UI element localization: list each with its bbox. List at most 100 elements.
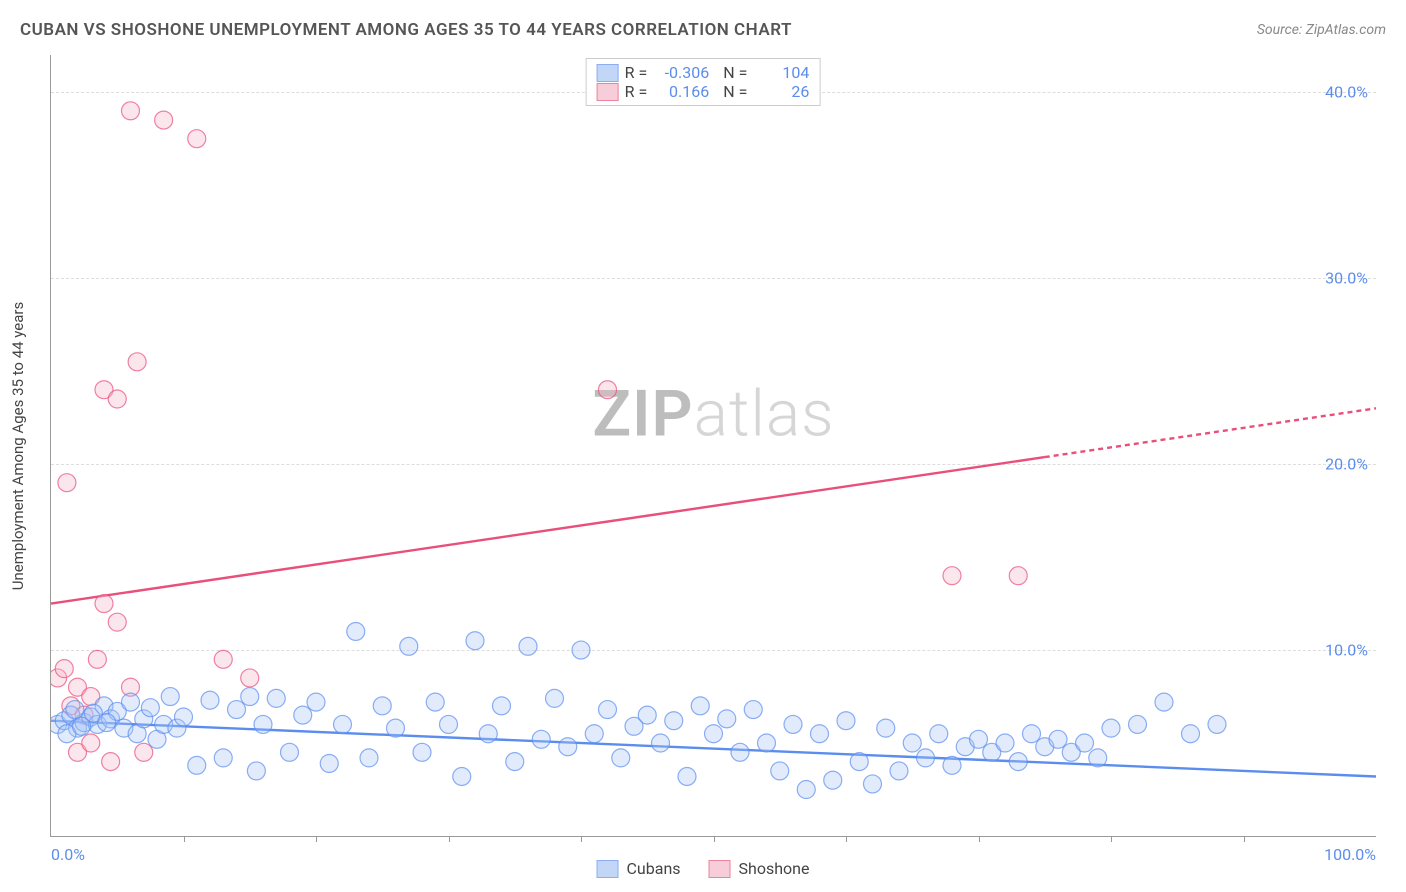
x-tick-mark — [316, 836, 317, 842]
legend-item-cubans: Cubans — [597, 859, 681, 878]
legend-swatch-cubans — [597, 860, 619, 878]
data-point-shoshone — [88, 650, 106, 668]
data-point-shoshone — [108, 390, 126, 408]
data-point-cubans — [559, 738, 577, 756]
stats-n-value-cubans: 104 — [753, 63, 809, 82]
data-point-cubans — [930, 725, 948, 743]
data-point-cubans — [678, 768, 696, 786]
data-point-cubans — [850, 753, 868, 771]
data-point-shoshone — [82, 734, 100, 752]
x-tick-mark — [184, 836, 185, 842]
legend-label-shoshone: Shoshone — [739, 859, 810, 878]
data-point-shoshone — [155, 111, 173, 129]
data-point-cubans — [122, 693, 140, 711]
legend-swatch-shoshone — [597, 83, 619, 101]
legend-item-shoshone: Shoshone — [709, 859, 810, 878]
scatter-svg — [51, 55, 1376, 836]
data-point-shoshone — [128, 353, 146, 371]
data-point-cubans — [771, 762, 789, 780]
plot-area: ZIPatlas 10.0%20.0%30.0%40.0%0.0%100.0% — [50, 55, 1376, 837]
legend-label-cubans: Cubans — [627, 859, 681, 878]
data-point-shoshone — [214, 650, 232, 668]
data-point-cubans — [1023, 725, 1041, 743]
data-point-cubans — [837, 712, 855, 730]
data-point-cubans — [294, 706, 312, 724]
data-point-cubans — [334, 715, 352, 733]
data-point-cubans — [638, 706, 656, 724]
data-point-cubans — [247, 762, 265, 780]
data-point-cubans — [824, 771, 842, 789]
stats-r-value-shoshone: 0.166 — [653, 82, 709, 101]
data-point-cubans — [214, 749, 232, 767]
data-point-cubans — [665, 712, 683, 730]
data-point-cubans — [400, 637, 418, 655]
data-point-shoshone — [58, 474, 76, 492]
data-point-cubans — [784, 715, 802, 733]
legend-swatch-cubans — [597, 64, 619, 82]
data-point-shoshone — [135, 743, 153, 761]
data-point-cubans — [758, 734, 776, 752]
legend-swatch-shoshone — [709, 860, 731, 878]
data-point-shoshone — [241, 669, 259, 687]
stats-r-label: R = — [625, 63, 648, 82]
data-point-cubans — [141, 699, 159, 717]
data-point-cubans — [307, 693, 325, 711]
data-point-shoshone — [943, 567, 961, 585]
data-point-cubans — [585, 725, 603, 743]
data-point-cubans — [466, 632, 484, 650]
data-point-cubans — [281, 743, 299, 761]
data-point-cubans — [652, 734, 670, 752]
data-point-shoshone — [108, 613, 126, 631]
regression-line-shoshone — [51, 457, 1045, 603]
data-point-cubans — [599, 701, 617, 719]
data-point-cubans — [1102, 719, 1120, 737]
data-point-shoshone — [188, 130, 206, 148]
y-axis-label: Unemployment Among Ages 35 to 44 years — [9, 302, 27, 590]
data-point-cubans — [320, 754, 338, 772]
data-point-shoshone — [102, 753, 120, 771]
data-point-cubans — [718, 710, 736, 728]
data-point-cubans — [970, 730, 988, 748]
data-point-cubans — [387, 719, 405, 737]
data-point-cubans — [1009, 753, 1027, 771]
data-point-cubans — [241, 688, 259, 706]
data-point-cubans — [996, 734, 1014, 752]
source-attribution: Source: ZipAtlas.com — [1257, 22, 1386, 38]
data-point-cubans — [440, 715, 458, 733]
data-point-cubans — [797, 781, 815, 799]
data-point-cubans — [1129, 715, 1147, 733]
data-point-shoshone — [95, 595, 113, 613]
data-point-cubans — [1155, 693, 1173, 711]
data-point-cubans — [254, 715, 272, 733]
data-point-cubans — [373, 697, 391, 715]
x-tick-mark — [581, 836, 582, 842]
data-point-cubans — [1208, 715, 1226, 733]
data-point-cubans — [864, 775, 882, 793]
stats-n-label: N = — [723, 82, 747, 101]
stats-r-value-cubans: -0.306 — [653, 63, 709, 82]
x-tick-mark — [714, 836, 715, 842]
data-point-cubans — [1089, 749, 1107, 767]
series-legend: Cubans Shoshone — [597, 859, 810, 878]
data-point-cubans — [98, 714, 116, 732]
data-point-cubans — [360, 749, 378, 767]
x-tick-label-max: 100.0% — [1324, 845, 1376, 864]
data-point-shoshone — [599, 381, 617, 399]
data-point-cubans — [811, 725, 829, 743]
x-tick-mark — [846, 836, 847, 842]
data-point-cubans — [493, 697, 511, 715]
stats-row-cubans: R = -0.306 N = 104 — [597, 63, 810, 82]
x-tick-mark — [1111, 836, 1112, 842]
data-point-shoshone — [122, 102, 140, 120]
x-tick-label-min: 0.0% — [51, 845, 85, 864]
data-point-cubans — [479, 725, 497, 743]
data-point-cubans — [1076, 734, 1094, 752]
stats-n-value-shoshone: 26 — [753, 82, 809, 101]
stats-row-shoshone: R =0.166N =26 — [597, 82, 810, 101]
data-point-cubans — [1049, 730, 1067, 748]
data-point-cubans — [175, 708, 193, 726]
data-point-cubans — [943, 756, 961, 774]
data-point-cubans — [426, 693, 444, 711]
data-point-cubans — [612, 749, 630, 767]
stats-n-label: N = — [723, 63, 747, 82]
